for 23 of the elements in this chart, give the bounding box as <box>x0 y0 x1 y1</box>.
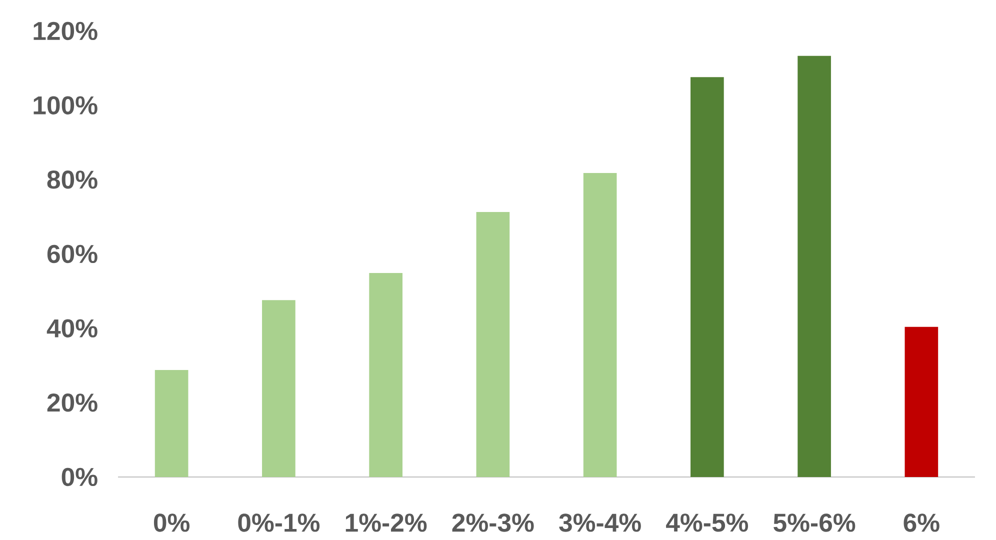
y-tick-label: 20% <box>47 394 98 412</box>
x-tick-label: 0% <box>154 514 190 532</box>
bar <box>583 173 617 478</box>
bar <box>476 212 510 478</box>
bar <box>904 326 938 478</box>
x-tick-label: 6% <box>904 514 940 532</box>
y-tick-label: 120% <box>34 22 98 40</box>
y-tick-label: 40% <box>46 319 98 338</box>
y-tick-label: 0% <box>62 468 98 486</box>
x-tick-label: 2%-3% <box>452 514 534 532</box>
x-tick-label: 3%-4% <box>559 514 641 532</box>
bar <box>262 300 296 478</box>
bar <box>798 56 831 478</box>
bar <box>154 370 188 478</box>
x-tick-label: 0%-1% <box>238 514 320 532</box>
bar <box>369 273 402 478</box>
y-tick-label: 100% <box>34 96 98 115</box>
y-tick-label: 80% <box>47 170 98 189</box>
y-tick-label: 60% <box>47 245 98 264</box>
x-tick-label: 4%-5% <box>666 514 748 532</box>
x-tick-label: 5%-6% <box>774 514 856 532</box>
bar <box>690 77 724 478</box>
x-tick-label: 1%-2% <box>346 514 427 532</box>
